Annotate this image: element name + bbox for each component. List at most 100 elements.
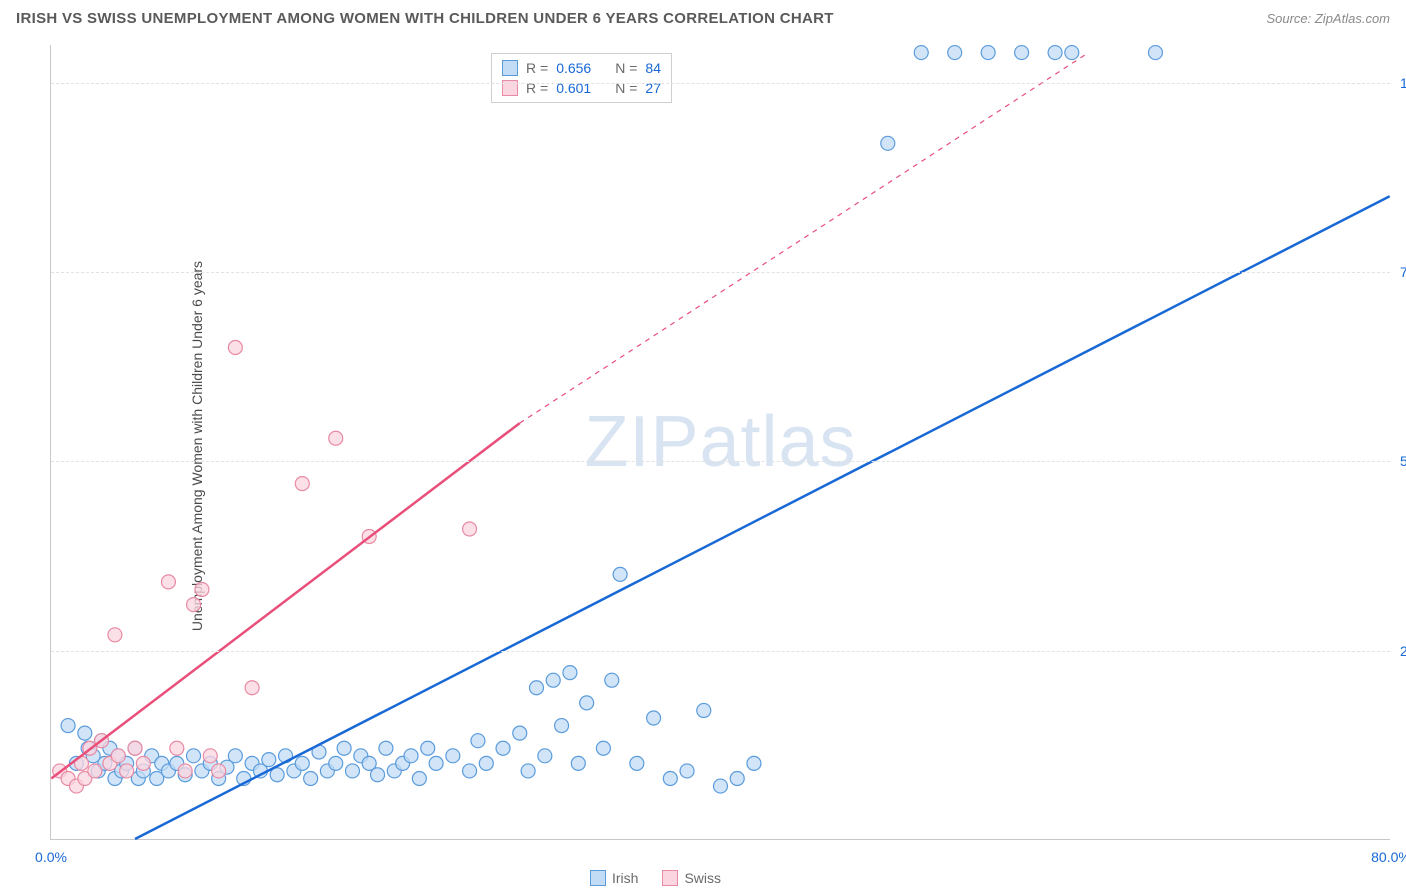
data-point — [463, 764, 477, 778]
data-point — [914, 46, 928, 60]
legend-series: Irish Swiss — [590, 870, 721, 886]
data-point — [128, 741, 142, 755]
data-point — [262, 753, 276, 767]
data-point — [613, 567, 627, 581]
data-point — [463, 522, 477, 536]
data-point — [496, 741, 510, 755]
data-point — [187, 749, 201, 763]
data-point — [1065, 46, 1079, 60]
data-point — [304, 772, 318, 786]
gridline — [51, 651, 1390, 652]
scatter-plot — [51, 45, 1390, 839]
data-point — [295, 756, 309, 770]
data-point — [429, 756, 443, 770]
legend-swatch — [662, 870, 678, 886]
data-point — [1148, 46, 1162, 60]
legend-correlation: R = 0.656 N = 84 R =0.601N =27 — [491, 53, 672, 103]
y-tick-label: 100.0% — [1400, 75, 1406, 91]
data-point — [981, 46, 995, 60]
data-point — [412, 772, 426, 786]
data-point — [88, 764, 102, 778]
legend-item: Swiss — [662, 870, 721, 886]
data-point — [1015, 46, 1029, 60]
data-point — [881, 136, 895, 150]
data-point — [111, 749, 125, 763]
data-point — [563, 666, 577, 680]
data-point — [404, 749, 418, 763]
data-point — [697, 703, 711, 717]
data-point — [187, 598, 201, 612]
data-point — [605, 673, 619, 687]
data-point — [61, 719, 75, 733]
regression-line-extended — [520, 53, 1089, 424]
data-point — [136, 756, 150, 770]
data-point — [379, 741, 393, 755]
n-label: N = — [615, 60, 637, 76]
data-point — [630, 756, 644, 770]
data-point — [195, 582, 209, 596]
data-point — [421, 741, 435, 755]
data-point — [170, 741, 184, 755]
data-point — [329, 431, 343, 445]
legend-swatch — [502, 60, 518, 76]
regression-line — [135, 196, 1390, 839]
data-point — [108, 628, 122, 642]
chart-title: IRISH VS SWISS UNEMPLOYMENT AMONG WOMEN … — [16, 10, 834, 27]
y-tick-label: 25.0% — [1400, 643, 1406, 659]
data-point — [580, 696, 594, 710]
r-label: R = — [526, 60, 548, 76]
data-point — [1048, 46, 1062, 60]
data-point — [513, 726, 527, 740]
data-point — [596, 741, 610, 755]
data-point — [714, 779, 728, 793]
data-point — [329, 756, 343, 770]
n-value: 84 — [645, 60, 661, 76]
data-point — [178, 764, 192, 778]
gridline — [51, 83, 1390, 84]
header: IRISH VS SWISS UNEMPLOYMENT AMONG WOMEN … — [0, 0, 1406, 33]
data-point — [747, 756, 761, 770]
data-point — [228, 340, 242, 354]
y-tick-label: 50.0% — [1400, 453, 1406, 469]
data-point — [948, 46, 962, 60]
gridline — [51, 461, 1390, 462]
x-tick-label: 80.0% — [1371, 849, 1406, 865]
y-tick-label: 75.0% — [1400, 264, 1406, 280]
legend-item: Irish — [590, 870, 638, 886]
legend-swatch — [590, 870, 606, 886]
data-point — [161, 575, 175, 589]
data-point — [529, 681, 543, 695]
data-point — [446, 749, 460, 763]
data-point — [228, 749, 242, 763]
data-point — [337, 741, 351, 755]
gridline — [51, 272, 1390, 273]
data-point — [471, 734, 485, 748]
x-tick-label: 0.0% — [35, 849, 67, 865]
legend-label: Irish — [612, 870, 638, 886]
chart-area: ZIPatlas R =0.656N =84R =0.601N =27 25.0… — [50, 45, 1390, 840]
data-point — [345, 764, 359, 778]
data-point — [546, 673, 560, 687]
data-point — [538, 749, 552, 763]
legend-row: R = 0.656 N = 84 — [502, 58, 661, 78]
data-point — [571, 756, 585, 770]
data-point — [295, 477, 309, 491]
data-point — [663, 772, 677, 786]
data-point — [647, 711, 661, 725]
data-point — [120, 764, 134, 778]
data-point — [479, 756, 493, 770]
data-point — [371, 768, 385, 782]
legend-row: R =0.601N =27 — [502, 78, 661, 98]
data-point — [555, 719, 569, 733]
legend-label: Swiss — [684, 870, 721, 886]
source-label: Source: ZipAtlas.com — [1266, 11, 1390, 26]
data-point — [203, 749, 217, 763]
data-point — [78, 726, 92, 740]
data-point — [730, 772, 744, 786]
data-point — [680, 764, 694, 778]
data-point — [521, 764, 535, 778]
regression-line — [51, 423, 519, 778]
r-value: 0.656 — [556, 60, 591, 76]
data-point — [212, 764, 226, 778]
data-point — [245, 681, 259, 695]
